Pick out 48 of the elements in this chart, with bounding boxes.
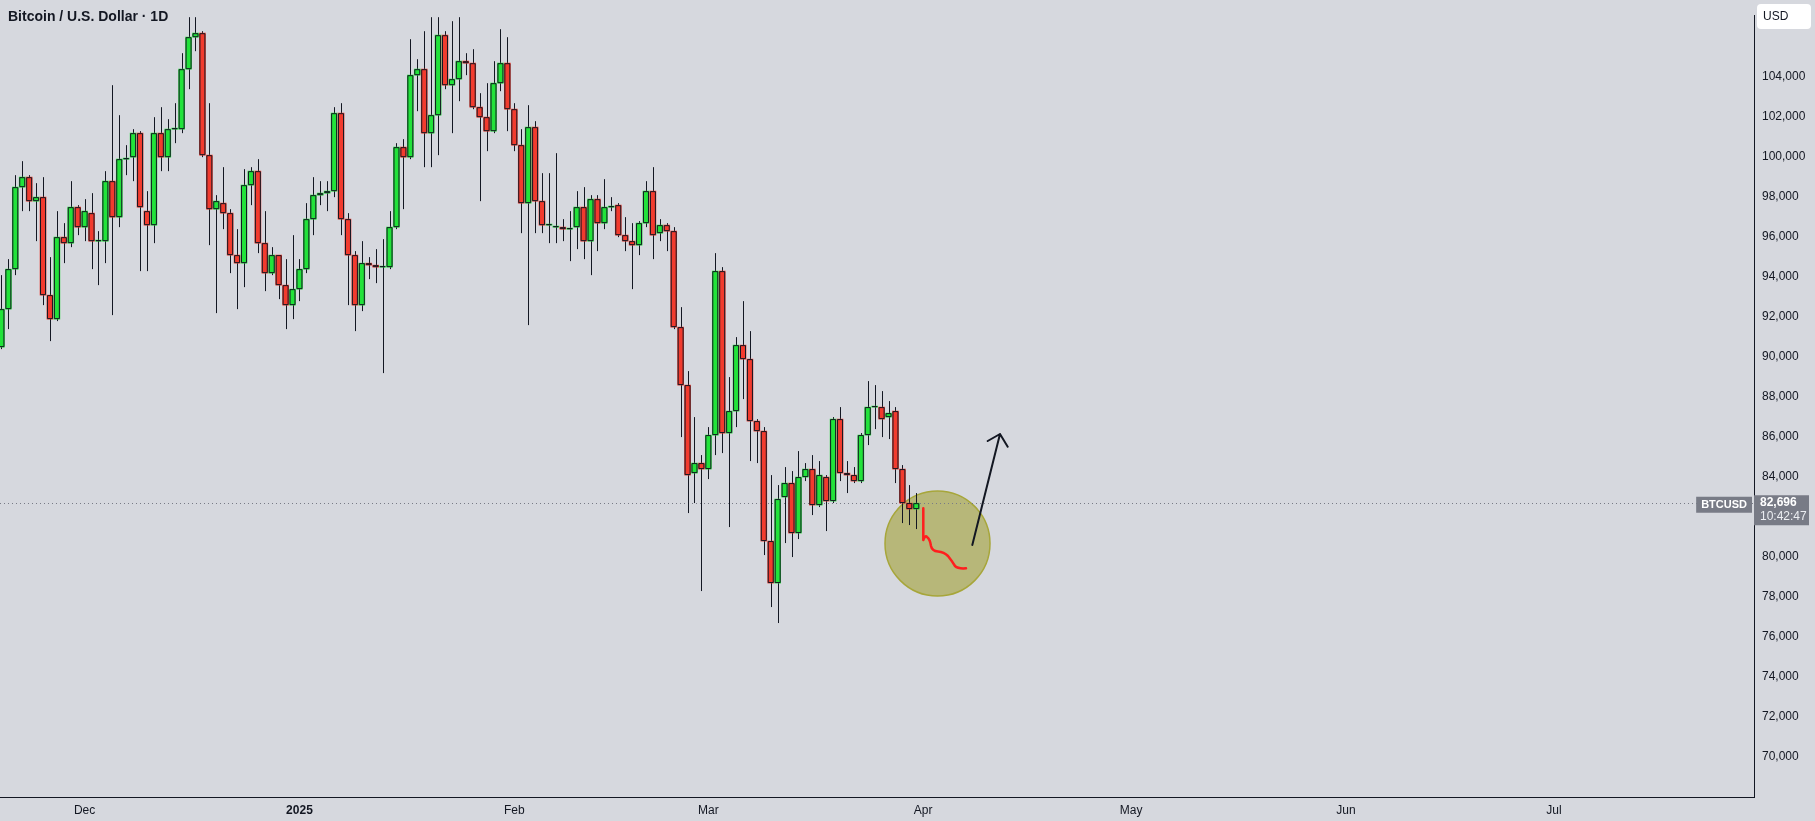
- y-tick-label: 84,000: [1762, 469, 1800, 484]
- candlestick: [309, 176, 317, 236]
- y-tick-label: 86,000: [1762, 429, 1800, 444]
- text: 10:42:47: [1760, 509, 1808, 524]
- candlestick: [323, 180, 331, 212]
- candlestick: [670, 226, 678, 330]
- x-tick-label: Feb: [503, 802, 525, 817]
- x-tick-label: Jun: [1336, 802, 1356, 817]
- y-tick-label: 104,000: [1762, 69, 1806, 84]
- x-tick-label: Apr: [913, 802, 933, 817]
- y-tick-label: 78,000: [1762, 589, 1800, 604]
- y-tick-label: 90,000: [1762, 349, 1800, 364]
- candlestick: [296, 258, 303, 302]
- ref-line-label: BTCUSD: [1701, 497, 1748, 510]
- x-tick-label: May: [1119, 802, 1143, 817]
- y-tick-label: 80,000: [1762, 549, 1800, 564]
- candlestick: [303, 202, 310, 274]
- candlestick: [11, 174, 19, 276]
- y-tick-label: 96,000: [1762, 229, 1800, 244]
- x-tick-label: 2025: [286, 802, 314, 817]
- x-tick-label: Mar: [698, 802, 719, 817]
- x-tick-label: Jul: [1546, 802, 1562, 817]
- y-tick-label: 98,000: [1762, 189, 1800, 204]
- candlestick: [864, 380, 872, 446]
- y-axis-title: USD: [1763, 9, 1789, 24]
- candlestick: [746, 330, 754, 462]
- y-tick-label: 74,000: [1762, 669, 1800, 684]
- candlestick: [344, 212, 352, 306]
- x-tick-label: Dec: [73, 802, 96, 817]
- y-tick-label: 94,000: [1762, 269, 1800, 284]
- y-tick-label: 70,000: [1762, 749, 1800, 764]
- y-tick-label: 72,000: [1762, 709, 1800, 724]
- candlestick: [753, 418, 761, 464]
- candlestick: [899, 464, 906, 524]
- candlestick: [5, 258, 12, 330]
- y-tick-label: 100,000: [1762, 149, 1806, 164]
- y-tick-label: 92,000: [1762, 309, 1800, 324]
- y-tick-label: 88,000: [1762, 389, 1800, 404]
- chart-title: Bitcoin / U.S. Dollar · 1D: [8, 7, 169, 24]
- y-tick-label: 76,000: [1762, 629, 1800, 644]
- text: 82,696: [1760, 495, 1798, 510]
- y-tick-label: 102,000: [1762, 109, 1806, 124]
- candlestick: [621, 216, 629, 252]
- candlestick: [677, 306, 684, 438]
- candlestick: [843, 460, 851, 494]
- candlestick: [760, 426, 768, 556]
- candlestick: [316, 180, 324, 206]
- candlestick: [226, 208, 234, 274]
